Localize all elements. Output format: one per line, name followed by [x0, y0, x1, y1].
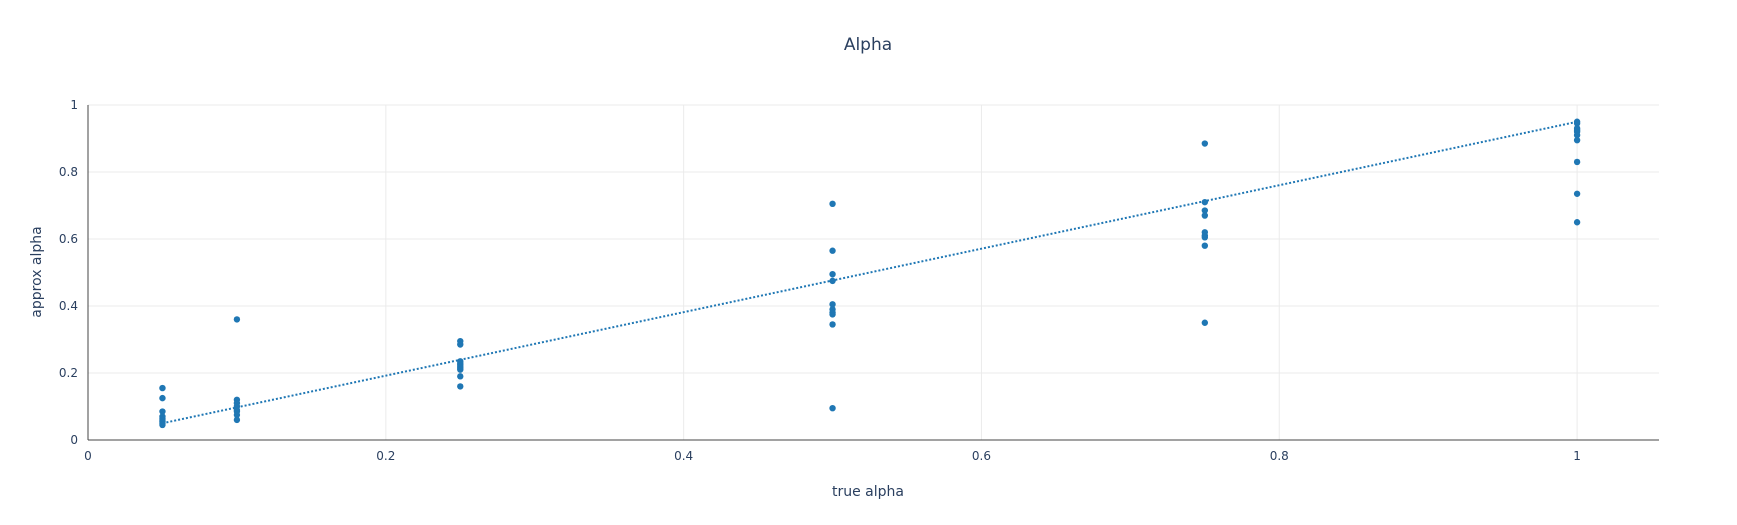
- data-point: [1573, 158, 1581, 166]
- data-point: [829, 301, 836, 308]
- data-point: [1201, 207, 1209, 214]
- y-axis: 0 0.2 0.4 0.6 0.8 1: [59, 98, 89, 447]
- y-tick-label: 0.8: [59, 165, 78, 179]
- data-point: [829, 321, 836, 328]
- trend-line: [162, 120, 1578, 425]
- data-point: [457, 383, 464, 390]
- data-point: [829, 309, 836, 316]
- data-point: [1201, 140, 1209, 147]
- y-tick-label: 1: [70, 98, 78, 112]
- data-point: [1573, 125, 1581, 132]
- data-point: [829, 200, 836, 208]
- data-point: [159, 408, 166, 415]
- data-point: [829, 270, 836, 278]
- x-tick-label: 1: [1573, 449, 1581, 463]
- data-point: [233, 416, 241, 424]
- data-point: [233, 316, 241, 323]
- data-point: [1201, 198, 1209, 206]
- data-point: [1573, 120, 1581, 127]
- trend-line-layer: [162, 120, 1578, 425]
- y-tick-label: 0: [70, 433, 78, 447]
- data-point: [159, 394, 166, 402]
- data-point: [1201, 242, 1209, 249]
- data-point: [1573, 136, 1581, 144]
- x-axis-title: true alpha: [832, 484, 904, 500]
- data-point: [1573, 190, 1581, 197]
- data-point: [829, 247, 836, 254]
- data-point: [1201, 319, 1209, 326]
- y-tick-label: 0.2: [59, 366, 78, 380]
- data-point: [457, 366, 464, 373]
- grid: [88, 104, 1659, 440]
- data-point: [457, 359, 464, 367]
- data-point: [233, 411, 241, 419]
- data-point: [1201, 212, 1209, 219]
- data-point: [1201, 234, 1209, 241]
- data-point: [1573, 131, 1581, 139]
- y-tick-label: 0.4: [59, 299, 78, 313]
- data-point: [457, 341, 464, 348]
- x-tick-label: 0.6: [972, 449, 991, 463]
- y-axis-title: approx alpha: [29, 226, 45, 317]
- x-tick-label: 0.4: [674, 449, 693, 463]
- data-point: [457, 373, 464, 380]
- chart-title: Alpha: [844, 35, 892, 55]
- scatter-points: [159, 118, 1581, 429]
- data-point: [159, 421, 166, 429]
- data-point: [159, 384, 166, 392]
- x-tick-label: 0.8: [1270, 449, 1289, 463]
- data-point: [829, 404, 836, 412]
- x-axis: 0 0.2 0.4 0.6 0.8 1: [84, 439, 1659, 463]
- y-tick-label: 0.6: [59, 232, 78, 246]
- x-tick-label: 0: [84, 449, 92, 463]
- data-point: [829, 277, 836, 285]
- data-point: [1573, 219, 1581, 226]
- x-tick-label: 0.2: [376, 449, 395, 463]
